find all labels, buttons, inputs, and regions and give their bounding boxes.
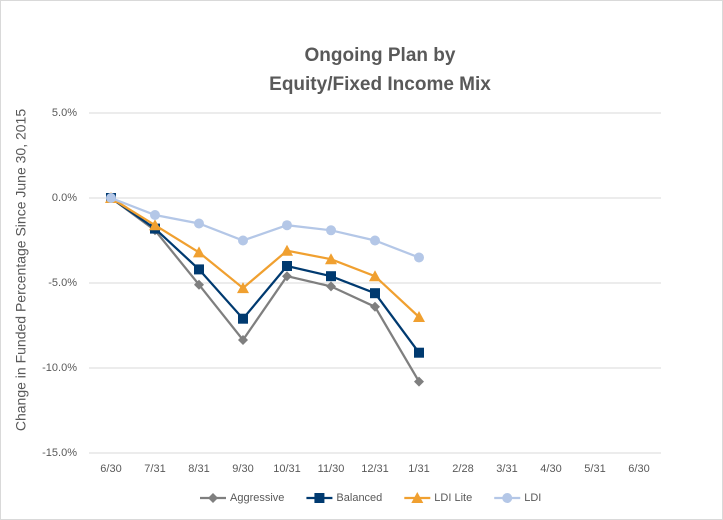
data-point — [325, 253, 337, 265]
data-point — [414, 376, 424, 387]
legend-label: LDI Lite — [434, 492, 472, 504]
legend-label: Aggressive — [230, 492, 284, 504]
x-tick-label: 4/30 — [540, 463, 561, 475]
legend-marker — [411, 492, 424, 503]
data-point — [282, 271, 292, 282]
data-point — [414, 252, 424, 263]
data-point — [413, 311, 425, 322]
data-point — [281, 244, 293, 256]
y-tick-label: -15.0% — [42, 447, 77, 459]
chart-title: Equity/Fixed Income Mix — [269, 74, 491, 95]
x-tick-label: 1/31 — [408, 463, 429, 475]
x-tick-label: 11/30 — [318, 463, 345, 475]
y-tick-label: 0.0% — [52, 192, 77, 204]
series-line — [110, 197, 420, 354]
x-tick-label: 10/31 — [273, 463, 301, 475]
x-tick-label: 7/31 — [144, 463, 165, 475]
data-point — [194, 264, 204, 275]
legend-label: Balanced — [336, 492, 382, 504]
legend-marker — [502, 493, 513, 503]
legend-marker — [314, 493, 325, 503]
series-line — [110, 197, 420, 383]
data-point — [370, 288, 380, 299]
series-line — [110, 197, 420, 318]
data-point — [194, 279, 204, 290]
x-tick-label: 9/30 — [232, 463, 253, 475]
data-point — [238, 235, 248, 246]
y-tick-label: -10.0% — [42, 362, 77, 374]
data-point — [238, 334, 248, 345]
x-tick-label: 5/31 — [584, 463, 605, 475]
data-point — [414, 347, 424, 358]
legend-label: LDI — [524, 492, 541, 504]
legend-marker — [208, 493, 218, 503]
data-point — [326, 225, 336, 236]
y-axis-label: Change in Funded Percentage Since June 3… — [13, 109, 29, 431]
data-point — [369, 270, 381, 282]
data-point — [282, 220, 292, 231]
data-point — [106, 193, 116, 203]
data-point — [150, 210, 160, 220]
x-tick-label: 2/28 — [452, 463, 473, 475]
chart-title: Ongoing Plan by — [305, 45, 456, 66]
x-tick-label: 12/31 — [361, 463, 389, 475]
data-point — [193, 246, 205, 258]
y-tick-label: -5.0% — [48, 277, 77, 289]
y-tick-label: 5.0% — [52, 107, 77, 119]
x-tick-label: 8/31 — [188, 463, 209, 475]
x-tick-label: 6/30 — [100, 463, 121, 475]
data-point — [326, 281, 336, 292]
data-point — [149, 219, 161, 231]
data-point — [370, 235, 380, 246]
data-point — [238, 313, 248, 324]
series-line — [110, 196, 420, 259]
data-point — [194, 218, 204, 229]
x-tick-label: 3/31 — [496, 463, 517, 475]
data-point — [326, 271, 336, 282]
x-tick-label: 6/30 — [628, 463, 649, 475]
data-point — [237, 282, 249, 294]
data-point — [370, 301, 380, 312]
data-point — [282, 261, 292, 271]
